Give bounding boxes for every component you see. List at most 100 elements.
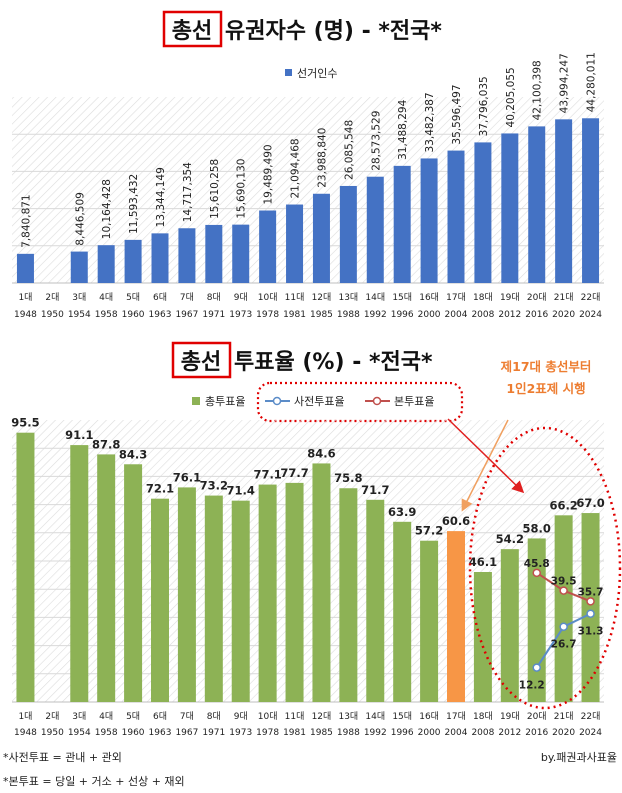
chart2-highlight-box xyxy=(171,341,232,379)
chart2-x-tick-year: 2008 xyxy=(471,728,494,738)
early-vote-point xyxy=(559,622,568,631)
chart2-title: 투표율 (%) - *전국* xyxy=(234,350,433,375)
chart1-bar xyxy=(259,210,277,283)
chart2-x-tick-label: 11대 xyxy=(285,711,305,722)
chart1-data-label: 44,280,011 xyxy=(586,52,598,112)
chart2-x-tick-label: 7대 xyxy=(180,711,194,722)
chart1-x-tick-label: 22대 xyxy=(581,292,601,303)
chart2-x-tick-year: 2016 xyxy=(525,728,548,738)
annotation-line-1: 제17대 총선부터 xyxy=(501,359,592,374)
chart2-data-label: 72.1 xyxy=(146,482,174,496)
main-vote-point xyxy=(532,568,541,578)
chart2-x-tick-year: 1973 xyxy=(229,728,252,738)
chart2-x-tick-label: 18대 xyxy=(473,711,493,722)
chart2-bar xyxy=(70,445,89,702)
chart1-x-tick-label: 14대 xyxy=(365,292,385,303)
chart2-data-label: 71.7 xyxy=(361,483,389,497)
chart2-x-tick-year: 2004 xyxy=(445,728,468,738)
chart1-legend-swatch xyxy=(285,69,292,76)
chart2-x-tick-year: 1960 xyxy=(122,728,145,738)
chart1-x-tick-year: 1967 xyxy=(175,310,198,320)
footnote-early-vote: *사전투표 = 관내 + 관외 xyxy=(3,751,122,764)
chart1-bar xyxy=(124,239,142,283)
chart2-x-tick-label: 1대 xyxy=(18,711,32,722)
chart1-x-tick-label: 11대 xyxy=(285,292,305,303)
chart1-x-tick-year: 2012 xyxy=(498,310,521,320)
chart1-bar xyxy=(528,126,546,283)
annotation-line-2: 1인2표제 시행 xyxy=(506,381,585,396)
chart2-x-tick-year: 2020 xyxy=(552,728,575,738)
chart2-x-tick-label: 17대 xyxy=(446,711,466,722)
chart1-legend-label: 선거인수 xyxy=(297,67,337,80)
chart1-x-tick-year: 1992 xyxy=(364,310,387,320)
chart1-x-tick-label: 8대 xyxy=(207,292,221,303)
early-vote-label: 31.3 xyxy=(578,626,604,638)
chart1-x-tick-label: 4대 xyxy=(99,292,113,303)
chart2-bar xyxy=(447,531,465,702)
chart2-bar xyxy=(16,432,35,702)
chart1-data-label: 35,596,497 xyxy=(451,84,463,144)
chart2-x-tick-year: 1963 xyxy=(149,728,172,738)
chart1-x-tick-year: 1978 xyxy=(256,310,279,320)
chart1-data-label: 26,085,548 xyxy=(343,120,355,180)
chart2-data-label: 58.0 xyxy=(523,521,551,535)
chart1-bar xyxy=(366,176,384,283)
chart1-x-tick-label: 2대 xyxy=(45,292,59,303)
chart1-data-label: 33,482,387 xyxy=(424,92,436,152)
chart2-data-label: 67.0 xyxy=(576,496,604,510)
chart1-x-tick-year: 1950 xyxy=(41,310,64,320)
chart1-x-tick-year: 2004 xyxy=(445,310,468,320)
chart2-data-label: 71.4 xyxy=(227,484,255,498)
chart1-bar xyxy=(16,253,34,283)
chart2-bar xyxy=(151,498,169,702)
chart2-data-label: 73.2 xyxy=(200,479,228,493)
legend-label-main: 본투표율 xyxy=(394,395,434,408)
chart1-data-label: 23,988,840 xyxy=(316,128,328,188)
chart1-title-highlight: 총선 xyxy=(172,19,212,44)
chart1-data-label: 37,796,035 xyxy=(478,76,490,136)
chart2-x-tick-label: 8대 xyxy=(207,711,221,722)
chart1-x-tick-year: 1985 xyxy=(310,310,333,320)
chart1-x-tick-year: 2024 xyxy=(579,310,602,320)
chart2-data-label: 66.2 xyxy=(549,498,577,512)
chart2-x-tick-label: 14대 xyxy=(365,711,385,722)
chart1-bar xyxy=(286,204,304,283)
recent-elections-dotted-ellipse xyxy=(468,426,622,710)
chart1-x-tick-label: 15대 xyxy=(392,292,412,303)
chart1-data-label: 8,446,509 xyxy=(74,192,86,245)
chart1-x-tick-year: 1988 xyxy=(337,310,360,320)
chart2-x-tick-year: 1958 xyxy=(95,728,118,738)
chart1-x-tick-label: 12대 xyxy=(312,292,332,303)
chart2-x-tick-label: 9대 xyxy=(234,711,248,722)
chart1-x-tick-label: 17대 xyxy=(446,292,466,303)
chart2-x-tick-label: 6대 xyxy=(153,711,167,722)
chart1-x-tick-year: 1996 xyxy=(391,310,414,320)
chart2-data-label: 77.1 xyxy=(253,468,281,482)
chart1-bar xyxy=(232,224,250,283)
chart2-x-tick-year: 1988 xyxy=(337,728,360,738)
chart2-bar xyxy=(581,513,600,702)
chart2-x-tick-label: 20대 xyxy=(527,711,547,722)
chart1-x-tick-year: 2008 xyxy=(471,310,494,320)
chart2-x-tick-label: 2대 xyxy=(45,711,59,722)
chart1-x-tick-label: 18대 xyxy=(473,292,493,303)
chart2-x-tick-label: 16대 xyxy=(419,711,439,722)
chart2-x-tick-year: 2012 xyxy=(498,728,521,738)
chart2-lines: 12.2 26.731.3 45.839.535.7 xyxy=(519,558,604,692)
early-vote-point xyxy=(532,663,541,672)
chart1-data-label: 21,094,468 xyxy=(290,138,302,198)
chart2-x-tick-year: 2024 xyxy=(579,728,602,738)
chart1-data-label: 40,205,055 xyxy=(505,67,517,127)
chart1-x-tick-label: 3대 xyxy=(72,292,86,303)
chart2-x-tick-year: 1996 xyxy=(391,728,414,738)
main-vote-label: 35.7 xyxy=(578,586,604,598)
chart2-data-label: 84.3 xyxy=(119,447,147,461)
chart2-x-tick-year: 1985 xyxy=(310,728,333,738)
main-vote-label: 39.5 xyxy=(551,576,577,588)
chart1-bar xyxy=(582,118,600,284)
chart1-data-label: 10,164,428 xyxy=(101,179,113,239)
chart2-x-tick-label: 5대 xyxy=(126,711,140,722)
chart2-bar xyxy=(177,487,196,702)
chart2-bar xyxy=(339,488,358,702)
